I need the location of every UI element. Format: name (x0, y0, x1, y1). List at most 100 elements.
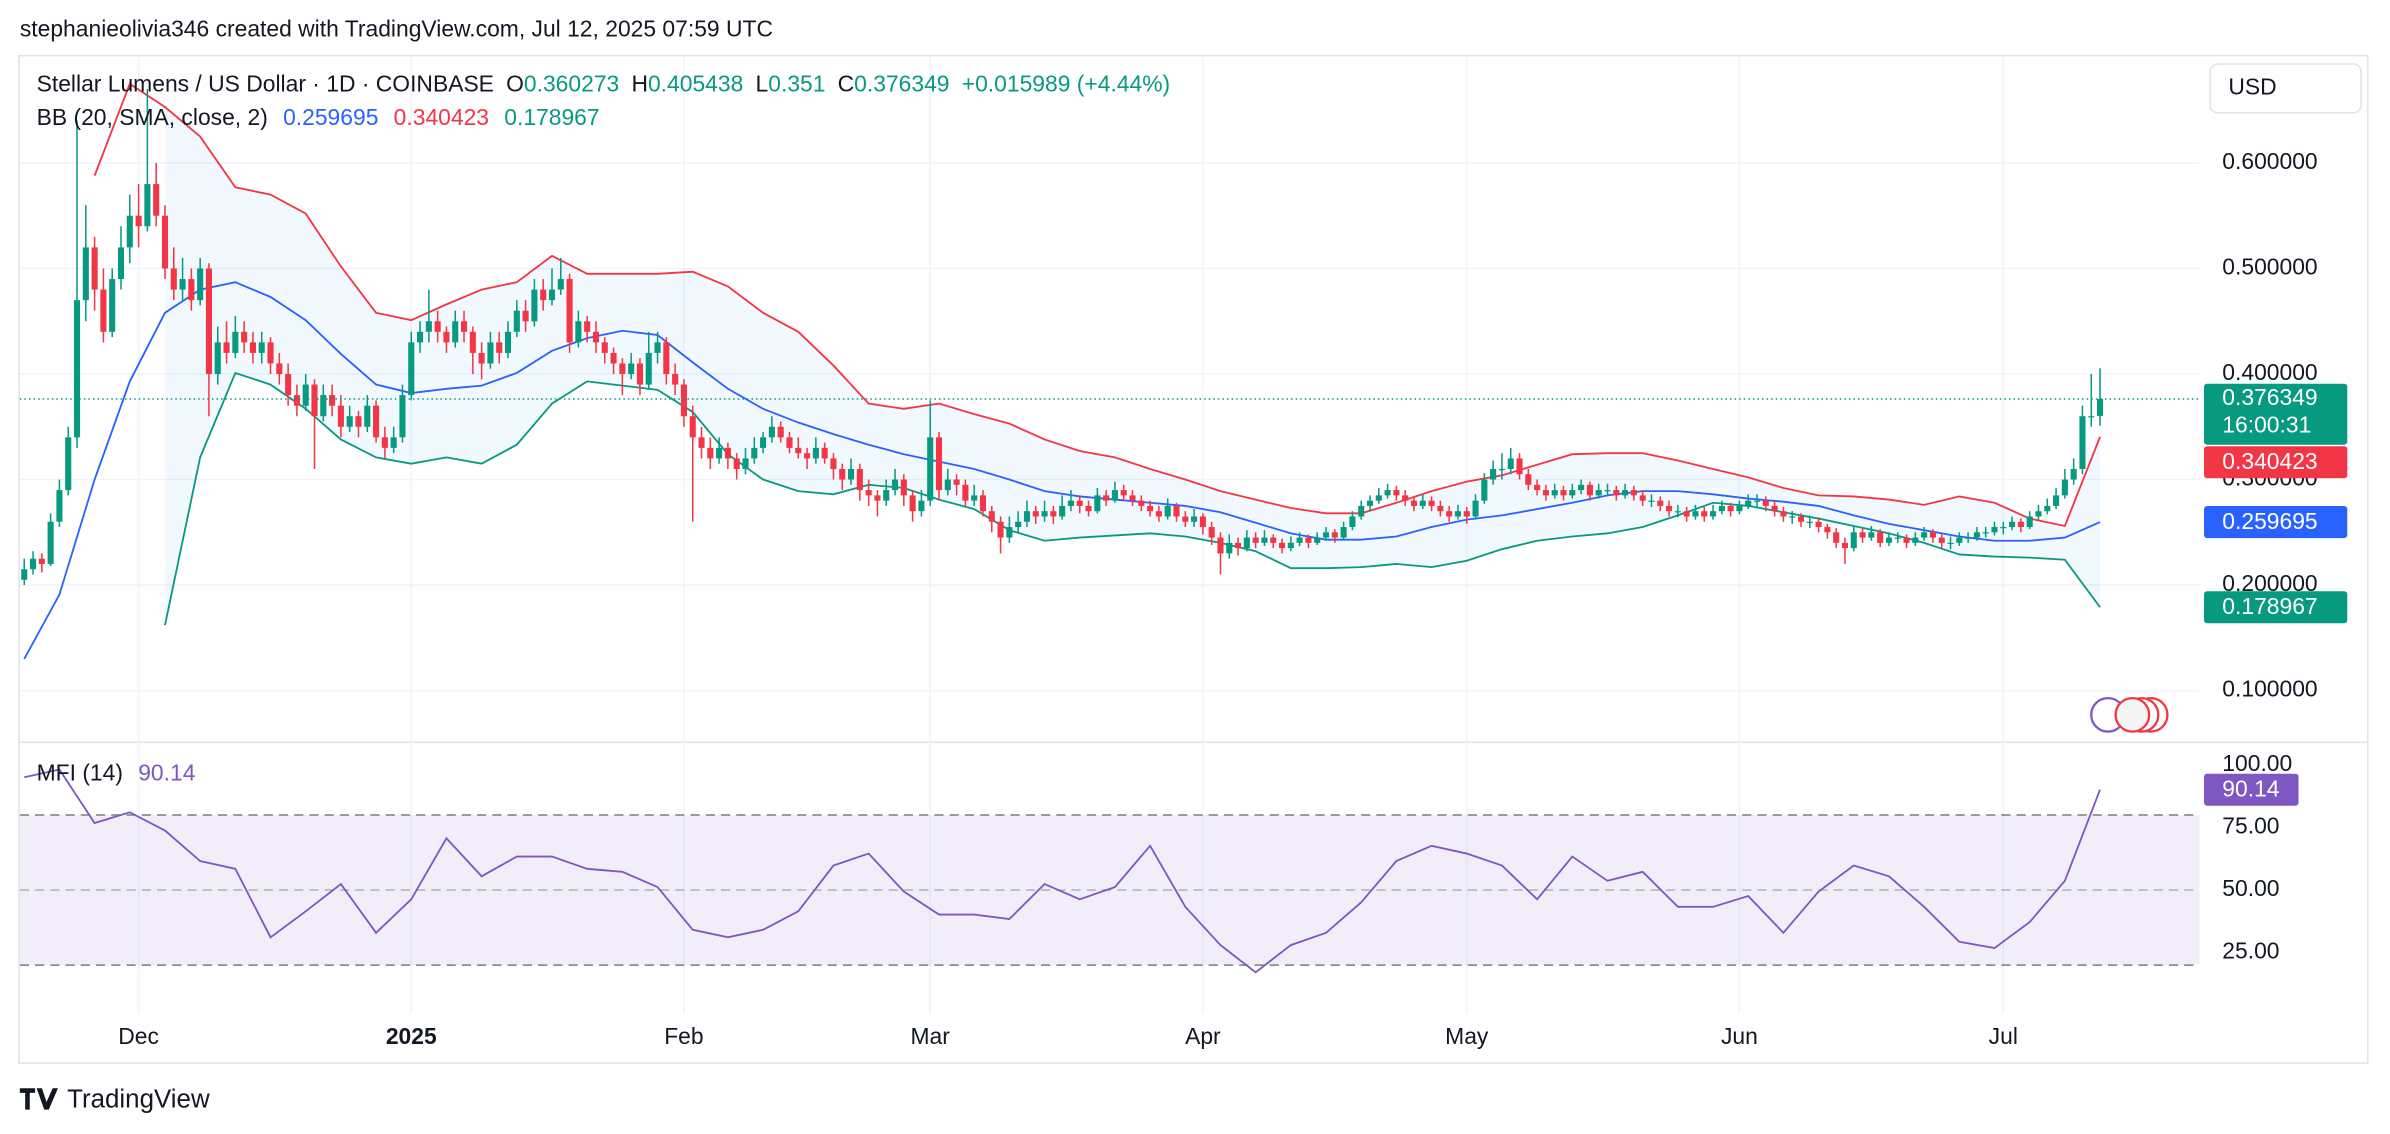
candle-body (223, 342, 230, 353)
candle-body (724, 447, 731, 459)
bb-tag-value: 0.259695 (2222, 508, 2317, 534)
y-tick-label: 75.00 (2222, 813, 2279, 839)
open-label: O (506, 70, 524, 96)
candle-body (1261, 537, 1268, 543)
candle-body (592, 331, 600, 343)
candle-body (276, 363, 283, 375)
candle-body (1613, 490, 1620, 496)
candle-body (1252, 537, 1259, 543)
y-tick-label: 0.100000 (2222, 676, 2317, 702)
candle-body (1912, 537, 1919, 543)
candle-body (1622, 490, 1629, 496)
candle-body (548, 289, 556, 301)
bb-line (164, 371, 2101, 626)
candle-body (997, 521, 1004, 538)
candle-body (1885, 537, 1893, 543)
candle-body (1015, 521, 1022, 528)
candle-body (1243, 537, 1250, 549)
candle-body (1358, 505, 1365, 517)
candle-body (1736, 505, 1743, 512)
candle-body (1534, 484, 1541, 491)
candle-body (1296, 537, 1303, 543)
currency-button[interactable] (2209, 63, 2362, 114)
candle-body (1217, 537, 1224, 554)
candle-body (962, 484, 969, 501)
candle-body (373, 405, 380, 438)
high-value: 0.405438 (648, 70, 743, 96)
candle-body (1138, 500, 1145, 506)
candle-body (1428, 500, 1435, 506)
candle-body (1490, 468, 1497, 480)
candle-body (953, 479, 960, 485)
candle-body (575, 321, 582, 343)
candle-body (478, 352, 485, 364)
candle-body (1841, 542, 1849, 549)
candle-body (232, 331, 239, 353)
x-tick-label: 2025 (386, 1023, 437, 1049)
candle-body (1516, 458, 1523, 475)
candle-body (1859, 532, 1866, 538)
candle-body (1481, 479, 1488, 501)
candle-body (1498, 468, 1505, 471)
candle-body (1278, 542, 1286, 549)
candle-body (434, 321, 441, 332)
candle-body (1032, 511, 1039, 517)
price-tag (2204, 383, 2348, 445)
candle-body (1894, 537, 1901, 539)
candle-body (1393, 490, 1400, 496)
candle-body (927, 437, 934, 501)
y-tick-label: 0.400000 (2222, 359, 2317, 385)
y-tick-label: 100.00 (2222, 750, 2292, 776)
candle-body (38, 558, 45, 564)
candle-body (1929, 532, 1936, 538)
candle-body (856, 468, 863, 491)
x-tick-label: Feb (664, 1023, 703, 1049)
candle-body (979, 495, 987, 512)
candle-body (241, 331, 248, 343)
close-value: 0.376349 (854, 70, 949, 96)
candle-body (408, 342, 415, 396)
candle-body (2061, 479, 2068, 496)
candle-body (1419, 500, 1426, 506)
candle-body (1437, 505, 1444, 512)
candle-body (751, 447, 758, 459)
candle-body (1006, 527, 1013, 538)
candle-body (1718, 505, 1725, 512)
candle-body (153, 184, 160, 216)
candle-body (1868, 532, 1875, 538)
candle-body (680, 384, 687, 417)
candle-body (654, 342, 661, 353)
currency[interactable]: USD (2228, 73, 2276, 99)
event-icon[interactable] (2114, 696, 2151, 733)
candle-body (1041, 511, 1048, 517)
candle-body (760, 437, 767, 448)
x-tick-label: Jun (1721, 1023, 1758, 1049)
candle-body (636, 363, 643, 385)
candle-body (1762, 500, 1769, 506)
candle-body (1903, 537, 1910, 543)
candle-body (944, 479, 951, 491)
candle-body (1595, 490, 1602, 496)
close-label: C (838, 70, 855, 96)
candle-body (197, 268, 204, 301)
candle-body (443, 331, 450, 343)
candle-body (302, 384, 309, 406)
candle-body (1569, 490, 1576, 496)
candle-body (645, 352, 652, 385)
candle-body (188, 279, 195, 301)
candle-body (320, 395, 327, 417)
candle-body (1410, 500, 1418, 506)
candle-body (601, 342, 608, 353)
candle-body (804, 453, 811, 459)
candle-body (1666, 505, 1673, 512)
candle-body (2053, 495, 2060, 506)
candle-body (1560, 490, 1567, 496)
bb-tag (2204, 591, 2348, 624)
event-icons[interactable] (2090, 696, 2169, 733)
bb-tag (2204, 446, 2348, 479)
candle-body (1235, 542, 1242, 549)
candle-body (628, 363, 635, 375)
candle-body (1789, 516, 1796, 518)
candle-body (1094, 495, 1101, 512)
